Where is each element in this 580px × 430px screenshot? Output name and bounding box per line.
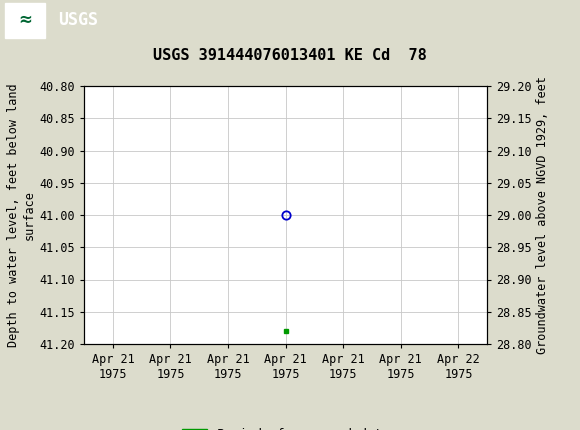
- Text: USGS 391444076013401 KE Cd  78: USGS 391444076013401 KE Cd 78: [153, 49, 427, 63]
- Y-axis label: Groundwater level above NGVD 1929, feet: Groundwater level above NGVD 1929, feet: [536, 76, 549, 354]
- Text: ≈: ≈: [18, 11, 32, 29]
- Legend: Period of approved data: Period of approved data: [177, 423, 394, 430]
- Text: USGS: USGS: [58, 12, 98, 29]
- Y-axis label: Depth to water level, feet below land
surface: Depth to water level, feet below land su…: [8, 83, 35, 347]
- FancyBboxPatch shape: [5, 3, 45, 37]
